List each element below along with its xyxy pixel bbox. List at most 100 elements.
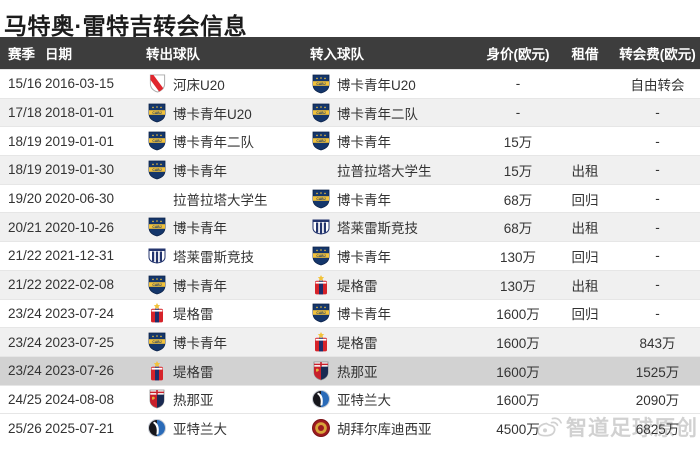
season-cell: 20/21 xyxy=(8,219,42,235)
market-value-cell: 15万 xyxy=(503,135,533,151)
from-team-cell: CABJ 博卡青年U20 xyxy=(138,99,300,127)
river-plate-crest-icon xyxy=(146,74,168,94)
fee-cell: - xyxy=(655,305,660,321)
atalanta-crest-icon xyxy=(310,389,332,409)
table-header-row: 赛季 日期 转出球队 转入球队 身价(欧元) 租借 转会费(欧元) xyxy=(0,37,700,69)
svg-text:CABJ: CABJ xyxy=(152,110,161,114)
svg-text:CABJ: CABJ xyxy=(316,110,325,114)
to-team-cell: 堤格雷 xyxy=(300,328,481,356)
fee-cell: 6825万 xyxy=(635,422,680,438)
genoa-crest-icon xyxy=(310,361,332,381)
date-cell: 2019-01-30 xyxy=(45,162,115,178)
date-cell: 2021-12-31 xyxy=(45,248,115,264)
date-cell: 2020-10-26 xyxy=(45,219,115,235)
boca-juniors-crest-icon: CABJ xyxy=(146,103,168,123)
date-cell: 2022-02-08 xyxy=(45,277,115,293)
fee-cell: - xyxy=(655,277,660,293)
market-value-cell: 15万 xyxy=(503,163,533,179)
boca-juniors-crest-icon: CABJ xyxy=(146,275,168,295)
to-team-cell: 塔莱雷斯竞技 xyxy=(300,213,481,241)
svg-text:CABJ: CABJ xyxy=(152,283,161,287)
season-cell: 17/18 xyxy=(8,105,42,121)
boca-juniors-crest-icon: CABJ xyxy=(310,74,332,94)
col-header-loan: 租借 xyxy=(571,47,599,62)
fee-cell: 自由转会 xyxy=(630,77,685,93)
loan-cell: 回归 xyxy=(571,192,599,208)
to-team-cell: 亚特兰大 xyxy=(300,386,481,414)
market-value-cell: 1600万 xyxy=(496,393,540,409)
table-row[interactable]: 24/25 2024-08-08 热那亚 亚特兰大 1600万 2090万 xyxy=(0,384,700,414)
market-value-cell: 130万 xyxy=(499,278,537,294)
svg-text:CABJ: CABJ xyxy=(316,196,325,200)
genoa-crest-icon xyxy=(146,389,168,409)
table-row[interactable]: 23/24 2023-07-24 堤格雷 CABJ 博卡青年 1600万 回归 … xyxy=(0,298,700,328)
svg-text:CABJ: CABJ xyxy=(316,311,325,315)
loan-cell xyxy=(555,414,615,442)
boca-juniors-crest-icon: CABJ xyxy=(146,332,168,352)
table-row[interactable]: 20/21 2020-10-26 CABJ 博卡青年 塔莱雷斯竞技 68万 出租… xyxy=(0,212,700,242)
market-value-cell: 1600万 xyxy=(496,307,540,323)
boca-juniors-crest-icon: CABJ xyxy=(146,131,168,151)
fee-cell: - xyxy=(655,248,660,264)
al-qadsiah-crest-icon xyxy=(310,418,332,438)
to-team-cell: 拉普拉塔大学生 xyxy=(300,156,481,184)
table-row[interactable]: 23/24 2023-07-25 CABJ 博卡青年 堤格雷 1600万 843… xyxy=(0,327,700,356)
svg-text:CABJ: CABJ xyxy=(152,139,161,143)
boca-juniors-crest-icon: CABJ xyxy=(146,217,168,237)
season-cell: 18/19 xyxy=(8,162,42,178)
fee-cell: - xyxy=(655,219,660,235)
boca-juniors-crest-icon: CABJ xyxy=(310,246,332,266)
talleres-crest-icon xyxy=(146,246,168,266)
date-cell: 2019-01-01 xyxy=(45,133,115,149)
table-row[interactable]: 19/20 2020-06-30 拉普拉塔大学生 CABJ 博卡青年 68万 回… xyxy=(0,183,700,213)
from-team-cell: CABJ 博卡青年 xyxy=(138,328,300,356)
col-header-market-value: 身价(欧元) xyxy=(486,47,550,62)
to-team-cell: CABJ 博卡青年二队 xyxy=(300,99,481,127)
table-row[interactable]: 21/22 2022-02-08 CABJ 博卡青年 堤格雷 130万 出租 - xyxy=(0,269,700,299)
season-cell: 18/19 xyxy=(8,133,42,149)
boca-juniors-crest-icon: CABJ xyxy=(310,103,332,123)
table-row[interactable]: 15/16 2016-03-15 河床U20 CABJ 博卡青年U20 - 自由… xyxy=(0,69,700,98)
from-team-cell: 亚特兰大 xyxy=(138,414,300,442)
date-cell: 2018-01-01 xyxy=(45,105,115,121)
date-cell: 2024-08-08 xyxy=(45,391,115,407)
table-row[interactable]: 23/24 2023-07-26 堤格雷 热那亚 1600万 1525万 xyxy=(0,355,700,385)
from-team-cell: 河床U20 xyxy=(138,70,300,98)
fee-cell: 1525万 xyxy=(635,364,680,380)
season-cell: 21/22 xyxy=(8,277,42,293)
market-value-cell: 1600万 xyxy=(496,364,540,380)
loan-cell xyxy=(555,386,615,414)
to-team-cell: 热那亚 xyxy=(300,357,481,385)
market-value-cell: - xyxy=(515,76,521,92)
fee-cell: 2090万 xyxy=(635,393,680,409)
table-row[interactable]: 21/22 2021-12-31 塔莱雷斯竞技 CABJ 博卡青年 130万 回… xyxy=(0,241,700,270)
fee-cell: - xyxy=(655,162,660,178)
table-row[interactable]: 25/26 2025-07-21 亚特兰大 胡拜尔库迪西亚 4500万 6825… xyxy=(0,413,700,442)
to-team-cell: 堤格雷 xyxy=(300,271,481,299)
loan-cell xyxy=(555,99,615,127)
fee-cell: 843万 xyxy=(639,336,676,352)
to-team-cell: CABJ 博卡青年U20 xyxy=(300,70,481,98)
fee-cell: - xyxy=(655,133,660,149)
fee-cell: - xyxy=(655,191,660,207)
boca-juniors-crest-icon: CABJ xyxy=(310,303,332,323)
table-row[interactable]: 17/18 2018-01-01 CABJ 博卡青年U20 CABJ 博卡青年二… xyxy=(0,97,700,127)
season-cell: 15/16 xyxy=(8,76,42,92)
date-cell: 2020-06-30 xyxy=(45,191,115,207)
svg-text:CABJ: CABJ xyxy=(152,225,161,229)
from-team-cell: CABJ 博卡青年 xyxy=(138,213,300,241)
fee-cell: - xyxy=(655,105,660,121)
loan-cell: 出租 xyxy=(571,221,599,237)
from-team-cell: 热那亚 xyxy=(138,386,300,414)
col-header-season: 赛季 xyxy=(8,47,35,62)
loan-cell xyxy=(555,70,615,98)
market-value-cell: 4500万 xyxy=(496,422,540,438)
none-crest-icon xyxy=(310,160,332,180)
loan-cell: 回归 xyxy=(571,249,599,265)
tigre-crest-icon xyxy=(146,360,168,381)
market-value-cell: 130万 xyxy=(499,249,537,265)
table-row[interactable]: 18/19 2019-01-01 CABJ 博卡青年二队 CABJ 博卡青年 1… xyxy=(0,126,700,156)
season-cell: 19/20 xyxy=(8,191,42,207)
table-body: 15/16 2016-03-15 河床U20 CABJ 博卡青年U20 - 自由… xyxy=(0,69,700,442)
table-row[interactable]: 18/19 2019-01-30 CABJ 博卡青年 拉普拉塔大学生 15万 出… xyxy=(0,155,700,184)
